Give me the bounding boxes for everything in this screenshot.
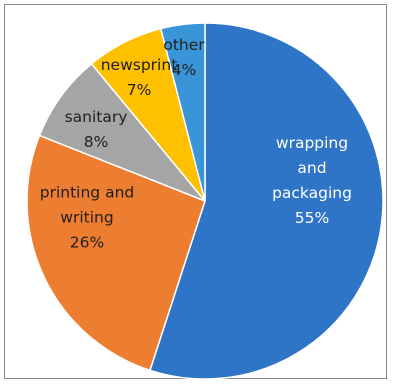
- slice-percent-label-1: 26%: [70, 234, 104, 252]
- slice-percent-label-4: 4%: [172, 61, 197, 79]
- slice-percent-label-3: 7%: [127, 81, 152, 99]
- pie-slice-1: [26, 134, 206, 372]
- slice-name-label-4: other: [163, 36, 205, 54]
- pie-slices: [26, 22, 384, 380]
- slice-name-label-2: sanitary: [65, 108, 128, 126]
- pie-slice-2: [38, 62, 206, 202]
- slice-name-label-3: newsprint: [101, 56, 178, 74]
- slice-name-label-0: wrapping: [276, 134, 348, 152]
- slice-name-label-1: printing and: [40, 184, 134, 202]
- pie-slice-0: [149, 22, 384, 380]
- slice-percent-label-0: 55%: [295, 209, 329, 227]
- slice-percent-label-2: 8%: [84, 133, 109, 151]
- slice-name-label-1: writing: [60, 209, 113, 227]
- pie-slice-4: [159, 22, 206, 202]
- slice-name-label-0: packaging: [272, 184, 352, 202]
- slice-name-label-0: and: [297, 159, 326, 177]
- pie-labels: wrapping and packaging 55% printing and writi…: [40, 36, 352, 252]
